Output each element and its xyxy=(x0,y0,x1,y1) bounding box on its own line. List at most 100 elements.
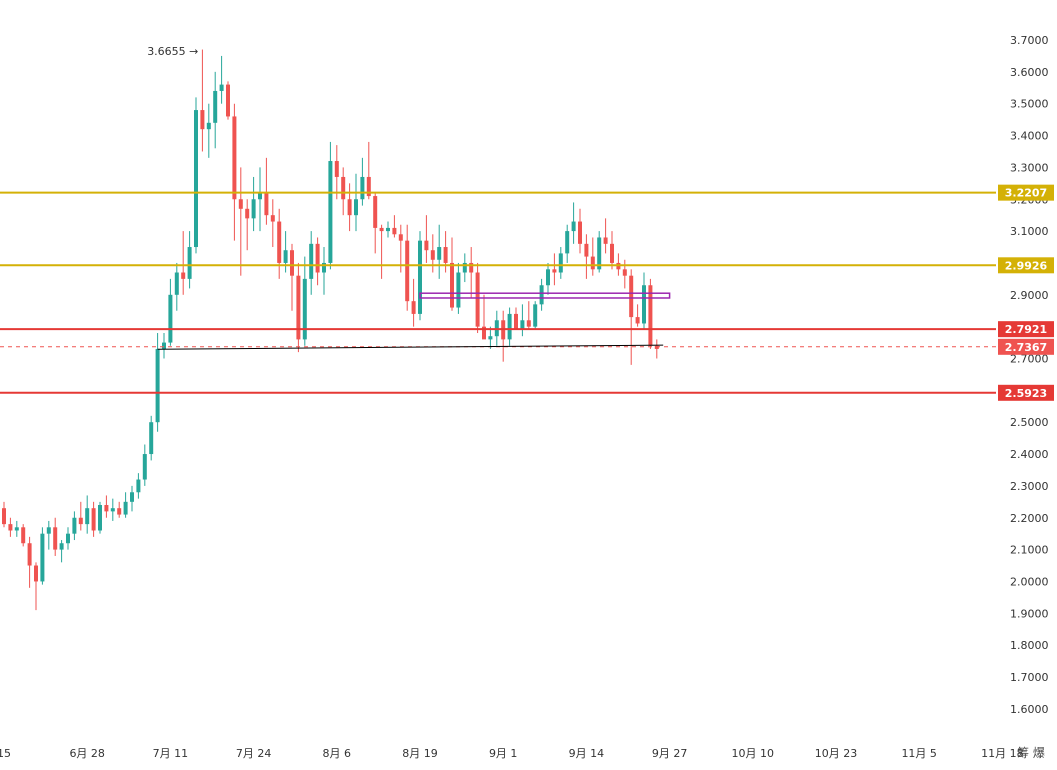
candle[interactable] xyxy=(162,333,166,359)
candle[interactable] xyxy=(66,527,70,550)
candle-body xyxy=(174,272,179,295)
candle[interactable] xyxy=(354,173,358,232)
candle[interactable] xyxy=(546,262,550,295)
candle[interactable] xyxy=(514,307,518,330)
candle[interactable] xyxy=(469,247,474,298)
candle[interactable] xyxy=(379,224,384,279)
candle[interactable] xyxy=(53,517,58,556)
candle[interactable] xyxy=(296,262,301,353)
candle[interactable] xyxy=(418,231,422,321)
candle[interactable] xyxy=(168,278,173,346)
candle[interactable] xyxy=(590,237,595,276)
candle[interactable] xyxy=(520,304,525,337)
candle[interactable] xyxy=(366,141,371,200)
candle[interactable] xyxy=(34,562,38,611)
candle[interactable] xyxy=(264,157,269,225)
candle[interactable] xyxy=(155,333,160,432)
candle[interactable] xyxy=(373,192,378,254)
candle[interactable] xyxy=(386,221,390,238)
candle[interactable] xyxy=(21,524,26,547)
candle[interactable] xyxy=(328,141,333,270)
candle[interactable] xyxy=(341,167,346,216)
candle[interactable] xyxy=(578,208,582,254)
candle[interactable] xyxy=(654,339,659,359)
candle[interactable] xyxy=(245,199,250,251)
candle[interactable] xyxy=(610,231,614,270)
candle[interactable] xyxy=(437,224,442,279)
candle[interactable] xyxy=(174,262,179,311)
candle[interactable] xyxy=(136,473,141,499)
candle[interactable] xyxy=(322,247,326,295)
candle[interactable] xyxy=(290,243,294,311)
candle[interactable] xyxy=(8,517,13,537)
candle[interactable] xyxy=(149,415,154,461)
candle[interactable] xyxy=(456,262,461,314)
candle[interactable] xyxy=(334,145,339,200)
candle[interactable] xyxy=(552,253,557,286)
candle[interactable] xyxy=(571,202,576,244)
candle[interactable] xyxy=(238,167,243,276)
candle[interactable] xyxy=(392,215,397,238)
candle[interactable] xyxy=(539,278,544,311)
candle[interactable] xyxy=(302,256,307,346)
candle[interactable] xyxy=(187,231,192,289)
candle[interactable] xyxy=(309,231,314,295)
candle[interactable] xyxy=(424,215,429,263)
candle[interactable] xyxy=(59,540,64,563)
candle[interactable] xyxy=(181,231,186,295)
candle[interactable] xyxy=(648,278,653,349)
candle[interactable] xyxy=(347,183,352,232)
candle[interactable] xyxy=(411,278,416,327)
candle[interactable] xyxy=(565,224,570,263)
candle[interactable] xyxy=(123,492,128,518)
range-box[interactable] xyxy=(419,292,671,299)
candle[interactable] xyxy=(27,536,32,588)
candle[interactable] xyxy=(405,224,410,311)
candle[interactable] xyxy=(635,304,640,327)
y-tick-label: 1.9000 xyxy=(1010,607,1049,620)
candle[interactable] xyxy=(251,176,256,232)
candle[interactable] xyxy=(462,253,467,283)
trend-line[interactable] xyxy=(157,344,664,350)
candle[interactable] xyxy=(277,208,282,279)
candle[interactable] xyxy=(40,527,45,585)
candle[interactable] xyxy=(584,234,589,279)
candle[interactable] xyxy=(14,520,19,537)
candle[interactable] xyxy=(104,495,109,518)
candle[interactable] xyxy=(142,444,147,486)
candle[interactable] xyxy=(226,81,230,120)
candle[interactable] xyxy=(213,71,218,149)
candle[interactable] xyxy=(507,307,512,346)
candle[interactable] xyxy=(117,501,122,518)
candle[interactable] xyxy=(360,157,365,206)
candle[interactable] xyxy=(85,495,90,534)
candle-body xyxy=(91,508,96,531)
candle[interactable] xyxy=(258,167,262,232)
candle[interactable] xyxy=(72,511,77,541)
candle[interactable] xyxy=(232,103,237,241)
candle[interactable] xyxy=(270,199,275,248)
candle[interactable] xyxy=(603,218,608,254)
candle[interactable] xyxy=(130,485,134,512)
candle[interactable] xyxy=(642,272,646,330)
candle[interactable] xyxy=(629,269,634,365)
candle[interactable] xyxy=(526,301,531,330)
y-tick-label: 3.6000 xyxy=(1010,66,1049,79)
candle[interactable] xyxy=(206,103,211,158)
candle[interactable] xyxy=(110,498,115,521)
candle[interactable] xyxy=(98,501,102,534)
candle[interactable] xyxy=(78,501,83,531)
candle[interactable] xyxy=(91,501,96,537)
candle[interactable] xyxy=(200,49,205,152)
candle[interactable] xyxy=(219,55,224,104)
candle[interactable] xyxy=(46,520,51,550)
candle[interactable] xyxy=(533,301,538,330)
candle[interactable] xyxy=(558,247,563,279)
candle[interactable] xyxy=(488,326,493,349)
candle[interactable] xyxy=(315,237,320,286)
candle[interactable] xyxy=(2,501,6,528)
candle[interactable] xyxy=(194,97,198,254)
x-tick-label: 11月 18 xyxy=(981,747,1024,760)
